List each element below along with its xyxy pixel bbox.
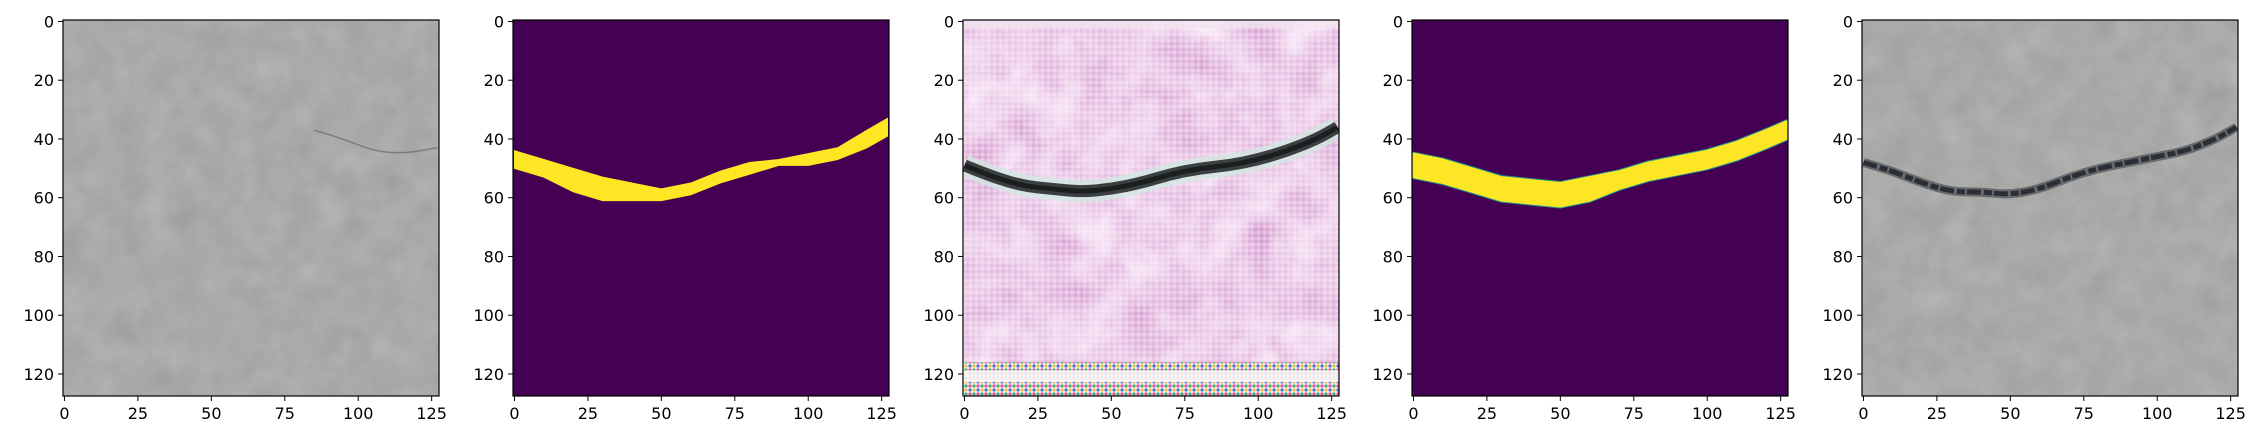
y-tick-label: 60 (1383, 189, 1403, 208)
y-tick-label: 40 (934, 130, 954, 149)
crack-overlay (1862, 125, 2238, 197)
generated-image-image (963, 20, 1339, 396)
y-tick-label: 80 (484, 247, 504, 266)
predicted-mask-image (1412, 20, 1788, 396)
y-tick-label: 40 (484, 130, 504, 149)
y-tick-label: 60 (34, 189, 54, 208)
y-tick-label: 20 (484, 71, 504, 90)
x-tick-label: 75 (2074, 404, 2094, 423)
x-tick-label: 125 (1316, 404, 1347, 423)
panel-predicted-mask: 0 25 50 75 100 125 0 20 40 60 80 100 120 (1372, 12, 1795, 423)
axes-frame (62, 19, 440, 397)
y-tick-label: 120 (1372, 365, 1403, 384)
crack-mask (1412, 120, 1788, 208)
panel-overlay-photo: 0 25 50 75 100 125 0 20 40 60 80 100 120 (1822, 12, 2245, 423)
x-tick-label: 25 (578, 404, 598, 423)
x-tick-label: 50 (201, 404, 221, 423)
y-tick-label: 100 (923, 306, 954, 325)
y-tick-label: 20 (934, 71, 954, 90)
x-tick-label: 125 (2215, 404, 2246, 423)
x-tick-label: 50 (651, 404, 671, 423)
y-tick-label: 0 (494, 12, 504, 31)
axes-frame (512, 19, 890, 397)
x-tick-label: 0 (959, 404, 969, 423)
x-tick-label: 75 (1624, 404, 1644, 423)
y-tick-label: 100 (23, 306, 54, 325)
y-tick-label: 100 (1372, 306, 1403, 325)
x-tick-label: 125 (416, 404, 447, 423)
y-tick-label: 60 (1833, 189, 1853, 208)
y-tick-label: 0 (944, 12, 954, 31)
y-tick-label: 80 (34, 247, 54, 266)
y-tick-label: 20 (34, 71, 54, 90)
x-tick-label: 50 (1550, 404, 1570, 423)
y-tick-label: 0 (1843, 12, 1853, 31)
x-tick-label: 100 (2142, 404, 2173, 423)
y-tick-label: 60 (934, 189, 954, 208)
y-tick-label: 0 (1393, 12, 1403, 31)
x-tick-label: 75 (275, 404, 295, 423)
y-tick-label: 100 (473, 306, 504, 325)
axes-frame (962, 19, 1340, 397)
y-tick-label: 40 (1833, 130, 1853, 149)
y-tick-label: 40 (34, 130, 54, 149)
x-tick-label: 0 (59, 404, 69, 423)
x-tick-label: 50 (1101, 404, 1121, 423)
y-tick-label: 80 (1833, 247, 1853, 266)
axes-frame (1861, 19, 2239, 397)
x-tick-label: 25 (1927, 404, 1947, 423)
x-tick-label: 125 (866, 404, 897, 423)
y-tick-label: 120 (1822, 365, 1853, 384)
x-tick-label: 75 (1175, 404, 1195, 423)
y-tick-label: 20 (1383, 71, 1403, 90)
y-tick-label: 80 (934, 247, 954, 266)
x-tick-label: 0 (509, 404, 519, 423)
x-tick-label: 50 (2000, 404, 2020, 423)
x-tick-label: 0 (1408, 404, 1418, 423)
x-tick-label: 0 (1858, 404, 1868, 423)
x-tick-label: 75 (725, 404, 745, 423)
axes-frame (1411, 19, 1789, 397)
panel-input-photo: 0 25 50 75 100 125 0 20 40 60 80 100 120 (23, 12, 446, 423)
y-tick-label: 120 (23, 365, 54, 384)
y-tick-label: 80 (1383, 247, 1403, 266)
x-tick-label: 25 (1477, 404, 1497, 423)
input-photo-image (63, 20, 439, 396)
x-tick-label: 100 (1243, 404, 1274, 423)
y-tick-label: 40 (1383, 130, 1403, 149)
y-tick-label: 120 (473, 365, 504, 384)
y-tick-label: 60 (484, 189, 504, 208)
y-tick-label: 120 (923, 365, 954, 384)
y-tick-label: 0 (44, 12, 54, 31)
x-tick-label: 125 (1765, 404, 1796, 423)
panel-ground-truth-mask: 0 25 50 75 100 125 0 20 40 60 80 100 120 (473, 12, 896, 423)
y-tick-label: 20 (1833, 71, 1853, 90)
faint-crack (313, 129, 438, 154)
y-tick-label: 100 (1822, 306, 1853, 325)
x-tick-label: 100 (1692, 404, 1723, 423)
crack-mask (513, 117, 889, 202)
panel-generated-image: 0 25 50 75 100 125 0 20 40 60 80 100 120 (923, 12, 1346, 423)
overlay-photo-image (1862, 20, 2238, 396)
ground-truth-mask-image (513, 20, 889, 396)
x-tick-label: 100 (343, 404, 374, 423)
x-tick-label: 100 (793, 404, 824, 423)
x-tick-label: 25 (128, 404, 148, 423)
x-tick-label: 25 (1028, 404, 1048, 423)
